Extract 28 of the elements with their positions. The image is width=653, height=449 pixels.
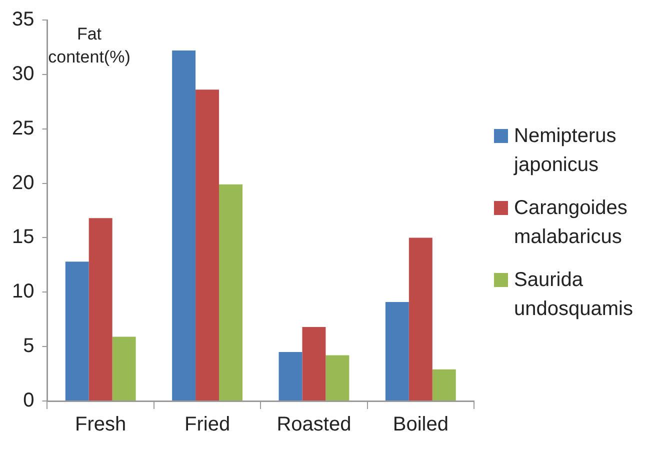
y-tick-label: 30 — [12, 62, 34, 85]
bar — [432, 369, 456, 400]
y-tick-label: 10 — [12, 280, 34, 303]
bar — [65, 262, 89, 400]
x-tick-label: Fried — [184, 414, 230, 436]
y-tick-label: 35 — [12, 8, 34, 31]
bar — [88, 218, 112, 400]
y-tick-label: 5 — [23, 335, 34, 358]
y-tick-label: 0 — [23, 390, 34, 412]
legend-label: Carangoides malabaricus — [514, 196, 628, 250]
x-tick-label: Fresh — [75, 414, 126, 436]
bar — [326, 355, 350, 400]
y-tick-label: 25 — [12, 117, 34, 140]
bar — [385, 302, 409, 400]
y-axis-title: Fat content(%) — [48, 24, 130, 67]
bar — [196, 90, 220, 400]
bar — [302, 326, 326, 400]
bar — [219, 184, 242, 400]
legend-label: Nemipterus japonicus — [514, 124, 618, 178]
bar — [172, 50, 196, 400]
x-tick-label: Boiled — [392, 414, 448, 436]
bar — [112, 336, 136, 400]
x-tick-label: Roasted — [276, 414, 352, 436]
y-tick-label: 15 — [12, 226, 34, 248]
y-tick-label: 20 — [12, 172, 34, 194]
bar — [278, 352, 302, 400]
bar — [408, 238, 432, 400]
legend-label: Saurida undosquamis — [514, 268, 634, 322]
